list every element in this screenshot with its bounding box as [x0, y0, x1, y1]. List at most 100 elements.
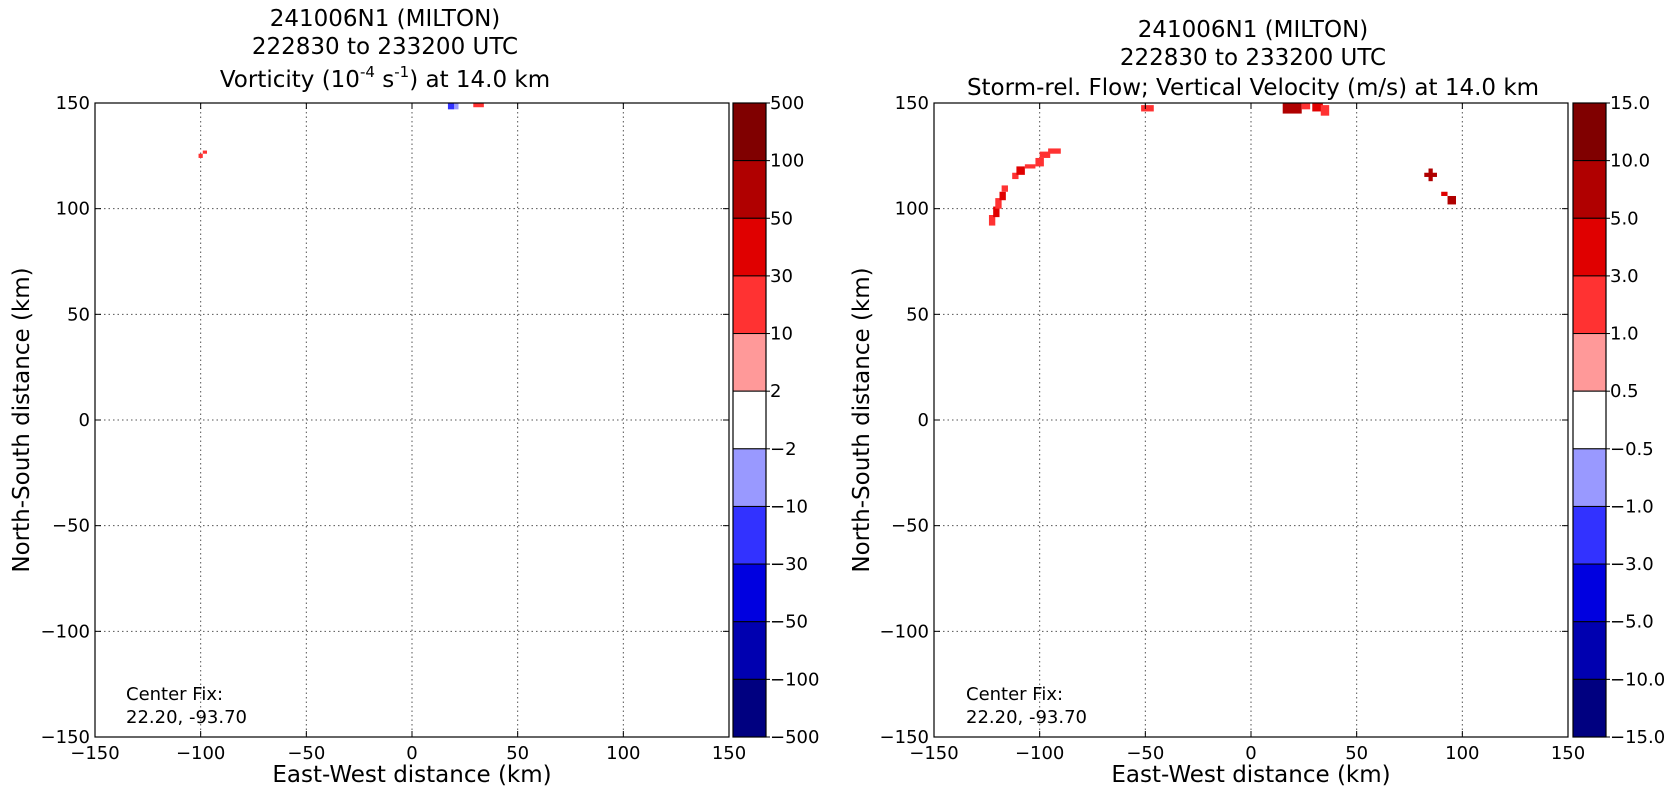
colorbar-segment [732, 160, 767, 219]
colorbar-segment [1572, 678, 1607, 738]
x-tick-label: −100 [1015, 743, 1064, 764]
y-tick-label: −150 [41, 727, 90, 748]
colorbar-segment [732, 102, 767, 162]
data-cell [988, 215, 996, 226]
data-cell [993, 206, 1000, 218]
x-axis-label: East-West distance (km) [1111, 762, 1390, 788]
x-tick-label: 0 [406, 743, 417, 764]
colorbar-labels: 500 100 50 30 10 2 −2 −10 −30 −50 −100 −500 [766, 93, 819, 748]
y-tick-labels: −150 −100 −50 0 50 100 150 [41, 93, 90, 748]
colorbar-tick-label: −10.0 [1610, 669, 1665, 690]
plot-background [95, 103, 729, 737]
data-cell [1320, 105, 1330, 116]
data-cell [454, 103, 459, 110]
data-cell [1424, 172, 1437, 177]
colorbar-frame [732, 102, 767, 738]
y-tick-label: −100 [41, 621, 90, 642]
data-cell [1141, 105, 1154, 112]
x-tick-label: 100 [606, 743, 640, 764]
y-axis-label: North-South distance (km) [9, 267, 35, 572]
x-tick-label: −100 [176, 743, 225, 764]
colorbar-tick-label: 2 [770, 381, 781, 402]
data-cell [1001, 185, 1008, 192]
x-tick-label: −50 [1126, 743, 1164, 764]
y-tick-label: −50 [891, 516, 929, 537]
x-tick-label: 150 [1551, 743, 1585, 764]
colorbar-tick-label: 30 [770, 266, 793, 287]
colorbar-tick-label: −2 [770, 439, 797, 460]
colorbar-segment [1572, 390, 1607, 450]
y-tick-label: 150 [56, 93, 90, 114]
colorbar-tick-label: −0.5 [1610, 439, 1654, 460]
data-cell [1039, 151, 1051, 158]
colorbar-segment [1572, 102, 1607, 162]
y-tick-label: −150 [880, 727, 929, 748]
colorbar-tick-label: −1.0 [1610, 496, 1654, 517]
y-tick-label: 50 [67, 304, 90, 325]
y-tick-labels: −150 −100 −50 0 50 100 150 [880, 93, 929, 748]
colorbar [1572, 102, 1607, 738]
colorbar-frame [1572, 102, 1607, 738]
title3-exp2: -1 [394, 63, 409, 81]
colorbar-tick-label: 100 [770, 151, 804, 172]
colorbar-segment [732, 390, 767, 450]
colorbar-tick-label: 1.0 [1610, 324, 1639, 345]
data-cells [198, 103, 594, 177]
colorbar-tick-label: −30 [770, 554, 808, 575]
colorbar-segment [1572, 275, 1607, 335]
colorbar-tick-label: 0.5 [1610, 381, 1639, 402]
colorbar-tick-label: −100 [770, 669, 819, 690]
colorbar-segment [732, 333, 767, 392]
colorbar-segment [1572, 160, 1607, 219]
center-fix-label: Center Fix: [966, 684, 1063, 705]
colorbar-tick-label: −10 [770, 496, 808, 517]
y-axis-label: North-South distance (km) [849, 267, 875, 572]
colorbar-tick-label: 15.0 [1610, 93, 1650, 114]
chart-title-line2: 222830 to 233200 UTC [252, 34, 518, 60]
data-cell [999, 191, 1006, 201]
colorbar-labels: 15.0 10.0 5.0 3.0 1.0 0.5 −0.5 −1.0 −3.0 −5.0 −10.… [1606, 93, 1665, 748]
data-cell [198, 153, 203, 158]
colorbar-tick-label: 3.0 [1610, 266, 1639, 287]
data-cells [988, 103, 1456, 226]
colorbar-segment [1572, 333, 1607, 392]
title3-exp1: -4 [360, 63, 375, 81]
x-tick-label: 150 [712, 743, 746, 764]
colorbar-tick-label: −15.0 [1610, 727, 1665, 748]
title3-suffix: ) at 14.0 km [409, 67, 550, 93]
data-cell [995, 198, 1002, 209]
colorbar-segment [1572, 217, 1607, 277]
y-tick-label: 150 [895, 93, 929, 114]
x-tick-label: −150 [909, 743, 958, 764]
y-tick-label: 50 [906, 304, 929, 325]
data-cell [1447, 195, 1456, 205]
data-cell [1048, 148, 1061, 154]
center-fix-value: 22.20, -93.70 [966, 707, 1087, 728]
x-tick-label: 50 [1345, 743, 1368, 764]
colorbar-segment [732, 448, 767, 507]
y-tick-label: 0 [918, 410, 929, 431]
data-cell [473, 103, 484, 108]
data-cell [202, 150, 208, 154]
colorbar-segment [1572, 505, 1607, 565]
colorbar-tick-label: 10 [770, 324, 793, 345]
x-tick-label: 0 [1245, 743, 1256, 764]
x-tick-label: 50 [506, 743, 529, 764]
colorbar-segment [732, 217, 767, 277]
colorbar-segment [732, 678, 767, 738]
title3-mid: s [375, 67, 394, 93]
colorbar-segment [1572, 621, 1607, 680]
x-axis-label: East-West distance (km) [272, 762, 551, 788]
chart-title-line3: Vorticity (10-4 s-1) at 14.0 km [220, 63, 550, 93]
title3-prefix: Vorticity (10 [220, 67, 360, 93]
colorbar-tick-label: −5.0 [1610, 612, 1654, 633]
chart-title-line1: 241006N1 (MILTON) [1138, 17, 1369, 43]
tick-marks [94, 102, 730, 738]
x-tick-label: −150 [70, 743, 119, 764]
chart-title-line1: 241006N1 (MILTON) [270, 6, 501, 32]
data-cell [1312, 103, 1323, 112]
data-cell [1035, 157, 1044, 167]
colorbar-tick-label: 500 [770, 93, 804, 114]
colorbar [732, 102, 767, 738]
plot-background [934, 103, 1568, 737]
